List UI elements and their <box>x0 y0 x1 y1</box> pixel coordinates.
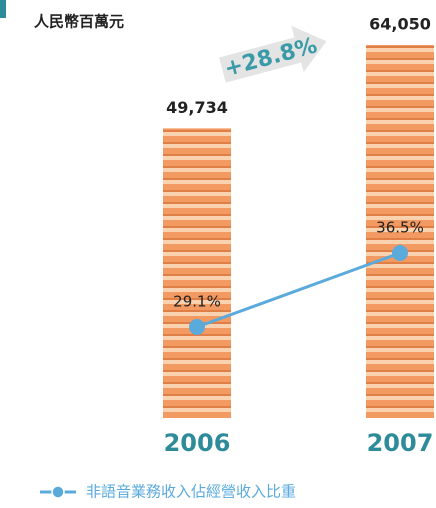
line-point <box>392 245 408 261</box>
line-value-label: 36.5% <box>376 219 424 237</box>
x-tick-label: 2007 <box>367 429 434 457</box>
title-marker <box>0 0 6 18</box>
bar <box>163 128 231 418</box>
growth-annotation: +28.8% <box>222 33 320 82</box>
value-label: 49,734 <box>166 98 228 117</box>
x-tick-label: 2006 <box>164 429 231 457</box>
badge-arrow <box>219 25 327 83</box>
legend-label: 非語音業務收入佔經營收入比重 <box>86 483 296 501</box>
bar <box>366 45 434 418</box>
line-value-label: 29.1% <box>173 293 221 311</box>
line-point <box>189 319 205 335</box>
growth-badge: +28.8% <box>219 25 327 83</box>
line <box>196 251 401 329</box>
chart-title: 人民幣百萬元 <box>34 13 124 31</box>
legend-marker <box>51 485 65 499</box>
value-label: 64,050 <box>369 15 431 34</box>
